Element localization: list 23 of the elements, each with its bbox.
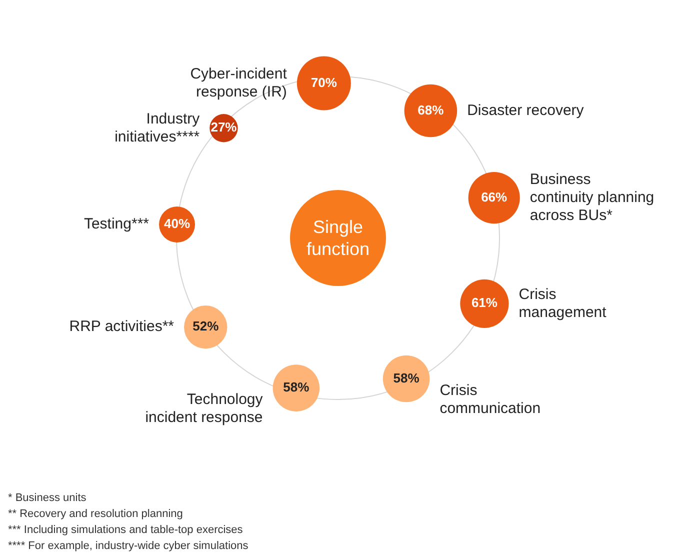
category-label: Disaster recovery [467, 102, 584, 119]
data-label: 52% [192, 318, 220, 334]
data-label: 70% [310, 74, 338, 90]
category-label: RRP activities** [69, 318, 174, 336]
category-label: Cyber-incident response (IR) [190, 65, 288, 100]
data-label: 58% [393, 370, 420, 386]
category-label: Testing*** [84, 216, 150, 233]
data-label: 27% [210, 120, 238, 135]
data-label: 68% [418, 102, 444, 118]
category-label: Business continuity planning across BUs* [530, 170, 654, 224]
data-label: 40% [164, 216, 190, 232]
category-label: Crisis communication [440, 382, 541, 417]
text: ** Recovery and resolution planning [8, 507, 184, 522]
category-label: Technology incident response [145, 391, 264, 426]
data-label: 61% [471, 295, 498, 310]
text: *** Including simulations and table-top exercises [8, 523, 244, 538]
data-label: 58% [283, 380, 310, 395]
text: **** For example, industry-wide cyber simulations [8, 539, 250, 554]
category-label: Crisis management [518, 286, 608, 321]
text: * Business units [8, 491, 88, 506]
category-label: Industry initiatives**** [114, 110, 200, 146]
data-label: 66% [481, 189, 508, 204]
text: Single function [305, 216, 371, 260]
